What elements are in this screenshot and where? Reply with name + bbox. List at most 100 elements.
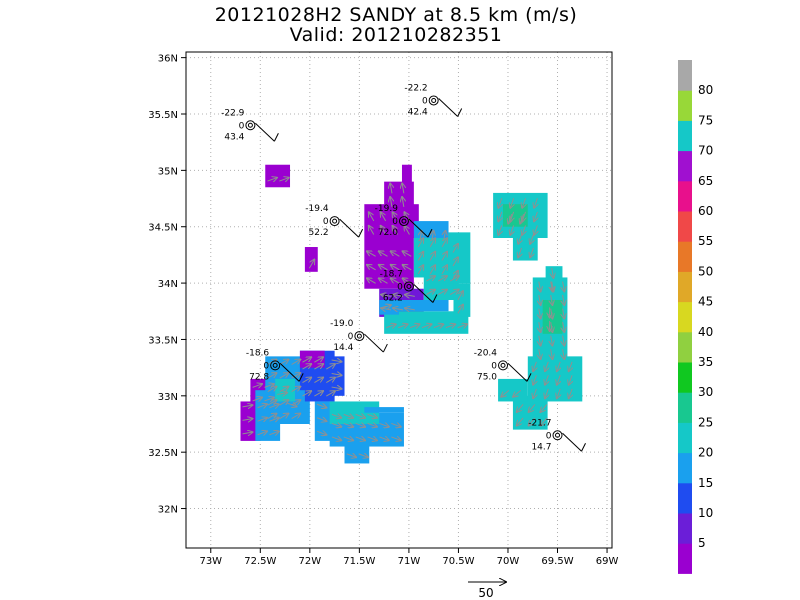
station-mid-value: 0 bbox=[491, 361, 497, 371]
chart-subtitle: Valid: 201210282351 bbox=[289, 24, 503, 46]
station-mid-value: 0 bbox=[263, 361, 269, 371]
wind-vector bbox=[452, 244, 458, 253]
x-tick-label: 72W bbox=[299, 556, 322, 567]
station-top-value: -19.4 bbox=[305, 204, 329, 214]
colorbar-segment bbox=[678, 180, 692, 212]
wind-vector bbox=[557, 361, 560, 371]
wind-vector bbox=[421, 324, 431, 327]
wind-vector bbox=[552, 267, 554, 278]
wind-vector bbox=[302, 364, 312, 370]
wind-cell bbox=[329, 356, 345, 396]
wind-vector bbox=[267, 373, 277, 379]
wind-vector bbox=[264, 397, 274, 400]
station-bottom-value: 75.0 bbox=[477, 372, 497, 382]
colorbar-segment bbox=[678, 90, 692, 121]
wind-vector bbox=[533, 361, 536, 371]
wind-vector bbox=[498, 211, 501, 221]
wind-vector bbox=[530, 247, 533, 257]
wind-vector bbox=[498, 225, 501, 234]
colorbar-segment bbox=[678, 513, 692, 544]
station-marker-inner bbox=[555, 432, 561, 438]
wind-vector bbox=[346, 454, 356, 457]
wind-vector bbox=[534, 211, 537, 221]
wind-vector bbox=[569, 375, 572, 384]
wind-vector bbox=[302, 391, 312, 397]
wind-vector bbox=[552, 281, 554, 292]
wind-vector bbox=[367, 414, 377, 417]
colorbar-label: 40 bbox=[698, 325, 713, 339]
wind-vector bbox=[501, 389, 510, 396]
y-axis-ticks: 32N 32.5N 33N 33.5N 34N 34.5N 35N 35.5N 36N bbox=[148, 54, 186, 516]
wind-cell bbox=[401, 164, 412, 188]
wind-vector bbox=[316, 404, 326, 407]
wind-vector bbox=[242, 419, 252, 421]
colorbar-segment bbox=[678, 392, 692, 423]
x-tick-label: 71.5W bbox=[343, 556, 375, 567]
wind-vector bbox=[367, 265, 376, 271]
y-tick-label: 33.5N bbox=[148, 335, 178, 346]
wind-vector bbox=[379, 437, 388, 440]
wind-vector bbox=[426, 276, 435, 282]
wind-vector bbox=[269, 431, 278, 434]
wind-vector bbox=[398, 324, 407, 327]
wind-vector bbox=[302, 378, 312, 383]
wind-vector bbox=[358, 454, 368, 457]
wind-vector bbox=[393, 212, 398, 222]
station-bottom-value: 72.0 bbox=[378, 228, 398, 238]
wind-vector bbox=[563, 335, 565, 346]
wind-vector bbox=[533, 375, 536, 384]
wind-vector bbox=[391, 278, 400, 284]
colorbar-segment bbox=[678, 362, 692, 393]
wind-barb bbox=[562, 432, 582, 452]
station-marker-inner bbox=[406, 283, 412, 289]
wind-cell bbox=[364, 407, 404, 413]
wind-vector bbox=[517, 417, 524, 426]
wind-vector bbox=[381, 226, 387, 235]
wind-vector bbox=[417, 238, 423, 248]
wind-vector bbox=[279, 414, 289, 420]
station-top-value: -22.9 bbox=[221, 108, 245, 118]
wind-vector bbox=[563, 281, 565, 292]
wind-vector bbox=[386, 324, 395, 327]
wind-vector bbox=[498, 198, 501, 207]
station-mid-value: 0 bbox=[323, 217, 329, 227]
wind-vector bbox=[517, 404, 524, 412]
y-tick-label: 32.5N bbox=[148, 448, 178, 459]
station-marker bbox=[498, 360, 509, 371]
y-tick-label: 33N bbox=[158, 392, 178, 403]
wind-vector bbox=[563, 349, 565, 359]
wind-vector bbox=[291, 373, 301, 379]
colorbar-label: 10 bbox=[698, 506, 713, 520]
x-tick-label: 73W bbox=[199, 556, 222, 567]
x-tick-label: 70W bbox=[497, 556, 520, 567]
wind-vector bbox=[331, 360, 342, 362]
wind-vector bbox=[391, 423, 400, 426]
station-top-value: -19.0 bbox=[330, 319, 354, 329]
wind-vector bbox=[367, 437, 377, 440]
dropsonde-stations: -22.9043.4-22.2042.4-19.4052.2-19.9072.0… bbox=[221, 83, 586, 452]
station-top-value: -19.9 bbox=[375, 204, 399, 214]
wind-cell bbox=[329, 401, 380, 424]
wind-vector bbox=[326, 378, 335, 383]
wind-cell bbox=[399, 300, 449, 312]
wind-barb bbox=[438, 98, 459, 117]
wind-vector bbox=[277, 393, 287, 395]
wind-vector bbox=[314, 378, 323, 383]
wind-barb-flag bbox=[526, 373, 532, 382]
colorbar: 5 10 15 20 25 30 35 40 45 50 55 60 65 70 75 80 bbox=[678, 60, 713, 574]
colorbar-segment bbox=[678, 211, 692, 242]
wind-vector bbox=[355, 414, 365, 417]
wind-vector bbox=[402, 183, 404, 194]
station-marker-inner bbox=[356, 333, 362, 339]
wind-barb-flag bbox=[427, 228, 433, 238]
wind-barb-flag bbox=[457, 108, 463, 117]
wind-vector bbox=[279, 387, 289, 392]
wind-barb-flag bbox=[298, 373, 304, 382]
wind-vector bbox=[513, 389, 522, 396]
station-bottom-value: 14.4 bbox=[333, 343, 353, 353]
wind-cell bbox=[304, 247, 318, 272]
wind-vector bbox=[557, 375, 560, 384]
station-mid-value: 0 bbox=[239, 121, 245, 131]
wind-vector bbox=[331, 437, 341, 440]
